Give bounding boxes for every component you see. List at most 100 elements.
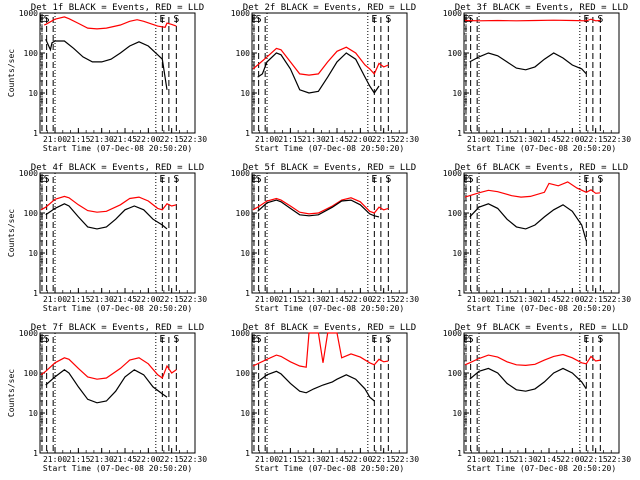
x-tick-label: 21:00 bbox=[467, 135, 491, 144]
x-tick-label: 22:30 bbox=[183, 455, 207, 464]
y-tick-label: 1 bbox=[33, 289, 38, 298]
event-marker-label: E bbox=[371, 14, 377, 25]
y-tick-label: 100 bbox=[24, 49, 39, 58]
x-tick-label: 22:00 bbox=[560, 455, 584, 464]
event-rate-line bbox=[469, 203, 587, 242]
x-axis-label: Start Time (07-Dec-08 20:50:20) bbox=[467, 464, 616, 473]
event-marker-label: S bbox=[44, 174, 50, 185]
x-tick-label: 22:30 bbox=[607, 135, 631, 144]
x-tick-label: 21:45 bbox=[325, 295, 349, 304]
x-tick-label: 21:45 bbox=[113, 295, 137, 304]
x-tick-label: 21:30 bbox=[90, 135, 114, 144]
x-tick-label: 21:00 bbox=[255, 455, 279, 464]
x-tick-label: 21:30 bbox=[514, 295, 538, 304]
x-tick-label: 22:00 bbox=[136, 455, 160, 464]
event-marker-label: E bbox=[583, 334, 589, 345]
x-axis-label: Start Time (07-Dec-08 20:50:20) bbox=[43, 144, 192, 153]
event-marker-label: S bbox=[597, 334, 603, 345]
event-marker-label: S bbox=[385, 334, 391, 345]
chart-title: Det 3f BLACK = Events, RED = LLD bbox=[455, 3, 628, 13]
plot-frame bbox=[463, 332, 620, 454]
x-tick-label: 22:15 bbox=[584, 455, 608, 464]
y-axis-label: Counts/sec bbox=[7, 209, 16, 257]
event-marker-label: E bbox=[39, 334, 45, 345]
x-axis-label: Start Time (07-Dec-08 20:50:20) bbox=[43, 464, 192, 473]
x-axis-label: Start Time (07-Dec-08 20:50:20) bbox=[255, 144, 404, 153]
chart-title: Det 7f BLACK = Events, RED = LLD bbox=[31, 323, 204, 333]
y-tick-label: 1000 bbox=[231, 169, 250, 178]
event-marker-label: S bbox=[468, 14, 474, 25]
x-tick-label: 21:15 bbox=[278, 295, 302, 304]
x-tick-label: 21:30 bbox=[302, 455, 326, 464]
chart-panel-2: Det 2f BLACK = Events, RED = LLD 1 10 100 10… bbox=[231, 3, 419, 153]
x-tick-label: 21:30 bbox=[302, 295, 326, 304]
y-tick-label: 10 bbox=[240, 409, 250, 418]
y-tick-label: 10 bbox=[28, 249, 38, 258]
y-tick-label: 10 bbox=[28, 409, 38, 418]
x-tick-label: 22:15 bbox=[584, 135, 608, 144]
y-tick-label: 100 bbox=[24, 369, 39, 378]
y-tick-label: 1 bbox=[33, 129, 38, 138]
x-tick-label: 21:45 bbox=[537, 295, 561, 304]
x-tick-label: 22:00 bbox=[348, 455, 372, 464]
x-axis-label: Start Time (07-Dec-08 20:50:20) bbox=[467, 144, 616, 153]
y-tick-label: 10 bbox=[28, 89, 38, 98]
y-tick-label: 1000 bbox=[443, 169, 462, 178]
event-marker-label: S bbox=[468, 174, 474, 185]
y-tick-label: 1 bbox=[245, 289, 250, 298]
x-tick-label: 22:15 bbox=[584, 295, 608, 304]
y-tick-label: 1000 bbox=[443, 329, 462, 338]
event-rate-line bbox=[257, 370, 375, 402]
lld-rate-line bbox=[464, 181, 601, 198]
x-tick-label: 21:30 bbox=[514, 455, 538, 464]
x-tick-label: 21:15 bbox=[66, 135, 90, 144]
event-marker-label: S bbox=[597, 174, 603, 185]
x-tick-label: 22:15 bbox=[372, 295, 396, 304]
y-tick-label: 10 bbox=[452, 409, 462, 418]
x-tick-label: 21:00 bbox=[255, 135, 279, 144]
chart-panel-8: Det 8f BLACK = Events, RED = LLD 1 10 100 10… bbox=[231, 323, 419, 473]
lld-rate-line bbox=[40, 357, 177, 380]
lld-rate-line bbox=[252, 197, 389, 215]
chart-title: Det 9f BLACK = Events, RED = LLD bbox=[455, 323, 628, 333]
x-tick-label: 22:30 bbox=[395, 295, 419, 304]
x-tick-label: 22:00 bbox=[348, 295, 372, 304]
event-rate-line bbox=[45, 39, 168, 90]
event-marker-label: S bbox=[597, 14, 603, 25]
event-marker-label: E bbox=[39, 174, 45, 185]
event-marker-label: E bbox=[371, 174, 377, 185]
event-marker-label: S bbox=[173, 334, 179, 345]
y-tick-label: 1 bbox=[33, 449, 38, 458]
plot-frame bbox=[251, 332, 408, 454]
y-tick-label: 1 bbox=[457, 129, 462, 138]
event-marker-label: E bbox=[39, 14, 45, 25]
x-axis-label: Start Time (07-Dec-08 20:50:20) bbox=[43, 304, 192, 313]
x-tick-label: 21:15 bbox=[490, 295, 514, 304]
event-marker-label: S bbox=[256, 14, 262, 25]
y-tick-label: 1 bbox=[457, 289, 462, 298]
lld-rate-line bbox=[464, 353, 601, 367]
y-tick-label: 100 bbox=[236, 209, 251, 218]
x-tick-label: 21:00 bbox=[255, 295, 279, 304]
event-marker-label: E bbox=[251, 334, 257, 345]
event-rate-line bbox=[469, 52, 587, 75]
event-marker-label: E bbox=[251, 174, 257, 185]
plot-frame bbox=[39, 12, 196, 134]
chart-title: Det 4f BLACK = Events, RED = LLD bbox=[31, 163, 204, 173]
y-tick-label: 1000 bbox=[231, 9, 250, 18]
event-marker-label: E bbox=[371, 334, 377, 345]
x-tick-label: 22:30 bbox=[183, 295, 207, 304]
chart-panel-4: Det 4f BLACK = Events, RED = LLD 1 10 100 10… bbox=[7, 163, 207, 313]
chart-title: Det 1f BLACK = Events, RED = LLD bbox=[31, 3, 204, 13]
y-tick-label: 100 bbox=[24, 209, 39, 218]
y-tick-label: 100 bbox=[236, 49, 251, 58]
y-tick-label: 1000 bbox=[231, 329, 250, 338]
event-marker-label: E bbox=[159, 14, 165, 25]
y-tick-label: 100 bbox=[236, 369, 251, 378]
y-tick-label: 10 bbox=[452, 89, 462, 98]
x-axis-label: Start Time (07-Dec-08 20:50:20) bbox=[467, 304, 616, 313]
chart-panel-9: Det 9f BLACK = Events, RED = LLD 1 10 100 10… bbox=[443, 323, 631, 473]
lld-rate-line bbox=[252, 46, 389, 76]
x-tick-label: 22:15 bbox=[372, 135, 396, 144]
lld-rate-line bbox=[43, 16, 177, 30]
